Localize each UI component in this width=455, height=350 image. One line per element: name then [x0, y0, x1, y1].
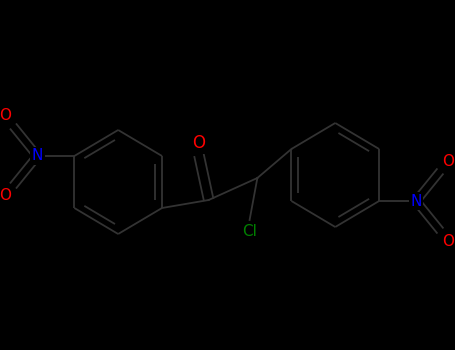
Text: Cl: Cl	[242, 224, 257, 239]
Text: O: O	[192, 134, 206, 152]
Text: O: O	[442, 233, 454, 248]
Text: O: O	[442, 154, 454, 168]
Text: O: O	[0, 189, 11, 203]
Text: O: O	[0, 108, 11, 124]
Text: N: N	[32, 148, 43, 163]
Text: N: N	[410, 194, 422, 209]
